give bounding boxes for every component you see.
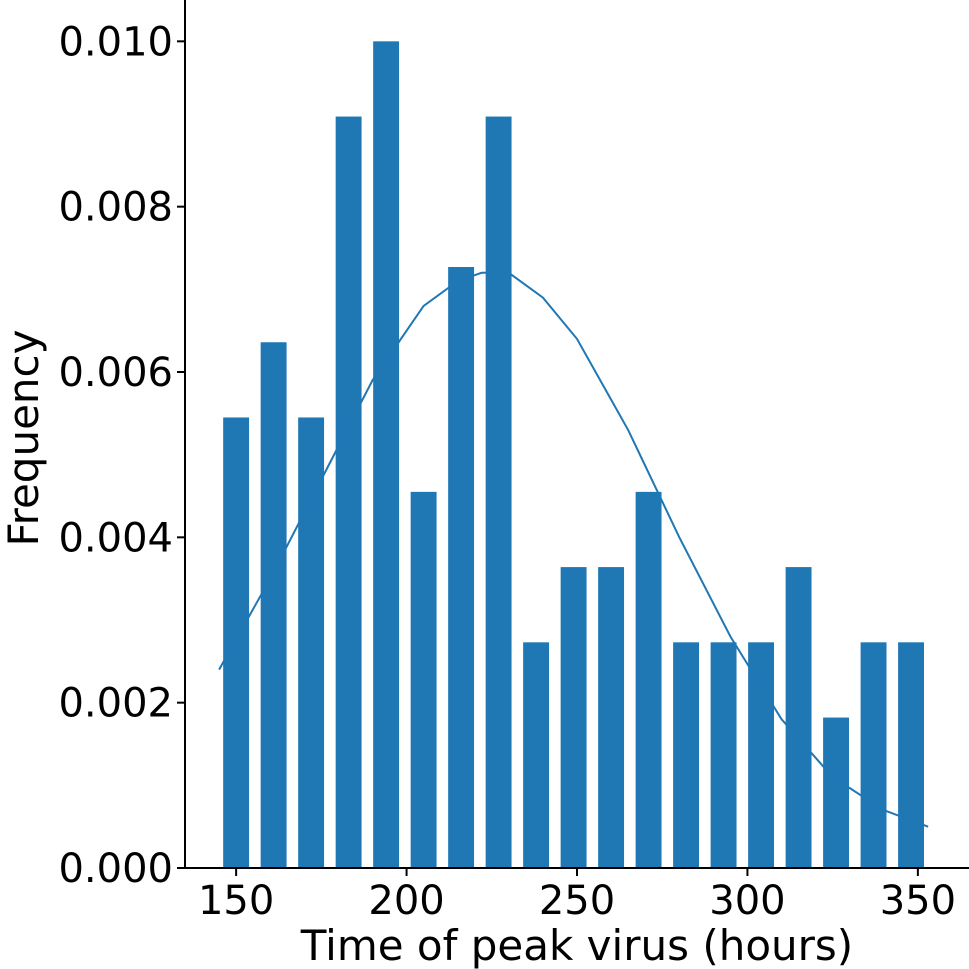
histogram-bar: [560, 567, 587, 868]
histogram-bar: [898, 642, 925, 868]
density-curve: [218, 271, 929, 828]
x-tick-label: 200: [368, 878, 444, 924]
histogram-bar: [710, 642, 737, 868]
histogram-bar: [673, 642, 700, 868]
y-tick-label: 0.002: [58, 681, 173, 727]
x-tick-label: 250: [539, 878, 615, 924]
y-tick-label: 0.000: [58, 846, 173, 892]
histogram-bar: [785, 567, 812, 868]
y-tick-label: 0.010: [58, 19, 173, 65]
histogram-bar: [298, 417, 325, 868]
histogram-bar: [448, 267, 475, 869]
x-axis-label: Time of peak virus (hours): [300, 921, 853, 969]
x-ticks-group: 150 200 250 300 350: [198, 868, 956, 924]
y-ticks-group: 0.000 0.002 0.004 0.006 0.008 0.010: [58, 19, 185, 892]
histogram-bar: [485, 116, 512, 868]
y-tick-label: 0.006: [58, 350, 173, 396]
x-tick-label: 350: [880, 878, 956, 924]
histogram-bar: [335, 116, 362, 868]
histogram-bar: [748, 642, 775, 868]
histogram-bar: [523, 642, 550, 868]
histogram-bar: [410, 491, 437, 868]
bars-group: [223, 41, 925, 869]
y-tick-label: 0.008: [58, 185, 173, 231]
histogram-bar: [635, 491, 662, 868]
histogram-bar: [823, 717, 850, 868]
x-tick-label: 300: [709, 878, 785, 924]
histogram-bar: [223, 417, 250, 868]
histogram-bar: [860, 642, 887, 868]
y-tick-label: 0.004: [58, 515, 173, 561]
y-axis-label: Frequency: [0, 330, 48, 547]
histogram-bar: [373, 41, 400, 869]
x-tick-label: 150: [198, 878, 274, 924]
histogram-bar: [260, 342, 287, 868]
histogram-bar: [598, 567, 625, 868]
